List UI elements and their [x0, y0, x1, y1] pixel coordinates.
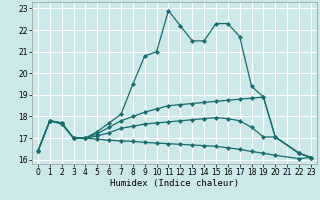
X-axis label: Humidex (Indice chaleur): Humidex (Indice chaleur): [110, 179, 239, 188]
